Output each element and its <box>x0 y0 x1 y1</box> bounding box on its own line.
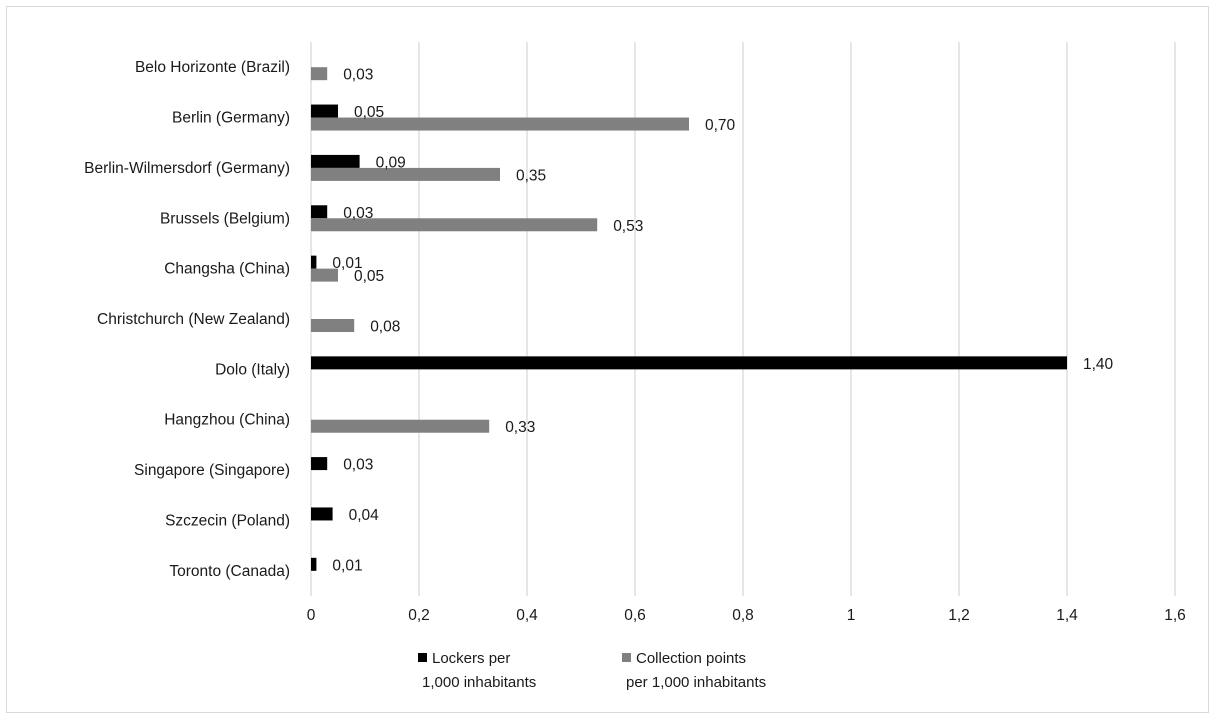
data-label: 0,70 <box>705 117 736 134</box>
x-tick-label: 1,4 <box>1056 607 1078 624</box>
legend-swatch <box>418 653 427 662</box>
data-label: 0,03 <box>343 457 373 474</box>
gridlines <box>310 42 1176 596</box>
bar-lockers <box>311 457 328 471</box>
bar-lockers <box>311 205 328 219</box>
data-label: 0,35 <box>516 167 546 184</box>
data-label: 0,01 <box>332 557 362 574</box>
data-label: 0,04 <box>349 507 380 524</box>
labels: 0 0,2 0,4 0,6 0,8 1 1,2 1,4 1,6 Belo Horizonte (B… <box>84 59 1186 624</box>
bar-collection-points <box>311 268 338 282</box>
category-label: Singapore (Singapore) <box>134 462 290 479</box>
category-label: Dolo (Italy) <box>215 361 290 378</box>
category-label: Szczecin (Poland) <box>165 512 290 529</box>
data-label: 1,40 <box>1083 356 1114 373</box>
data-label: 0,33 <box>505 419 535 436</box>
legend-swatch <box>622 653 631 662</box>
legend-label: Lockers per <box>432 650 510 667</box>
x-tick-label: 0,6 <box>624 607 646 624</box>
legend-label: per 1,000 inhabitants <box>626 674 766 691</box>
x-tick-label: 0,2 <box>408 607 430 624</box>
x-tick-label: 1,6 <box>1164 607 1186 624</box>
bar-collection-points <box>311 319 355 332</box>
legend-label: Collection points <box>636 650 746 667</box>
data-label: 0,09 <box>376 154 406 171</box>
data-label: 0,53 <box>613 218 643 235</box>
bar-lockers <box>311 557 317 571</box>
category-label: Christchurch (New Zealand) <box>97 311 290 328</box>
x-tick-label: 0,8 <box>732 607 754 624</box>
category-label: Belo Horizonte (Brazil) <box>135 59 290 76</box>
x-tick-label: 0 <box>307 607 316 624</box>
bar-lockers <box>311 507 333 521</box>
category-label: Toronto (Canada) <box>169 563 290 580</box>
bar-collection-points <box>311 419 490 433</box>
data-label: 0,08 <box>370 319 400 336</box>
bar-collection-points <box>311 167 500 181</box>
bar-collection-points <box>311 117 689 131</box>
data-label: 0,03 <box>343 205 373 222</box>
category-label: Berlin (Germany) <box>172 110 290 127</box>
data-label: 0,01 <box>332 255 362 272</box>
bars <box>311 67 1067 571</box>
bar-collection-points <box>311 67 328 81</box>
data-label: 0,03 <box>343 67 373 84</box>
category-label: Berlin-Wilmersdorf (Germany) <box>84 160 290 177</box>
bar-lockers <box>311 104 338 118</box>
bar-lockers <box>311 154 360 168</box>
category-label: Brussels (Belgium) <box>160 210 290 227</box>
x-tick-label: 1 <box>847 607 856 624</box>
bar-collection-points <box>311 218 598 232</box>
category-label: Changsha (China) <box>164 261 290 278</box>
data-label: 0,05 <box>354 268 384 285</box>
legend: Lockers per 1,000 inhabitants Collection p… <box>418 650 766 691</box>
data-label: 0,05 <box>354 104 384 121</box>
legend-label: 1,000 inhabitants <box>422 674 536 691</box>
bar-lockers <box>311 356 1067 370</box>
x-tick-label: 1,2 <box>948 607 970 624</box>
category-label: Hangzhou (China) <box>164 412 290 429</box>
bar-lockers <box>311 255 317 269</box>
x-tick-label: 0,4 <box>516 607 538 624</box>
